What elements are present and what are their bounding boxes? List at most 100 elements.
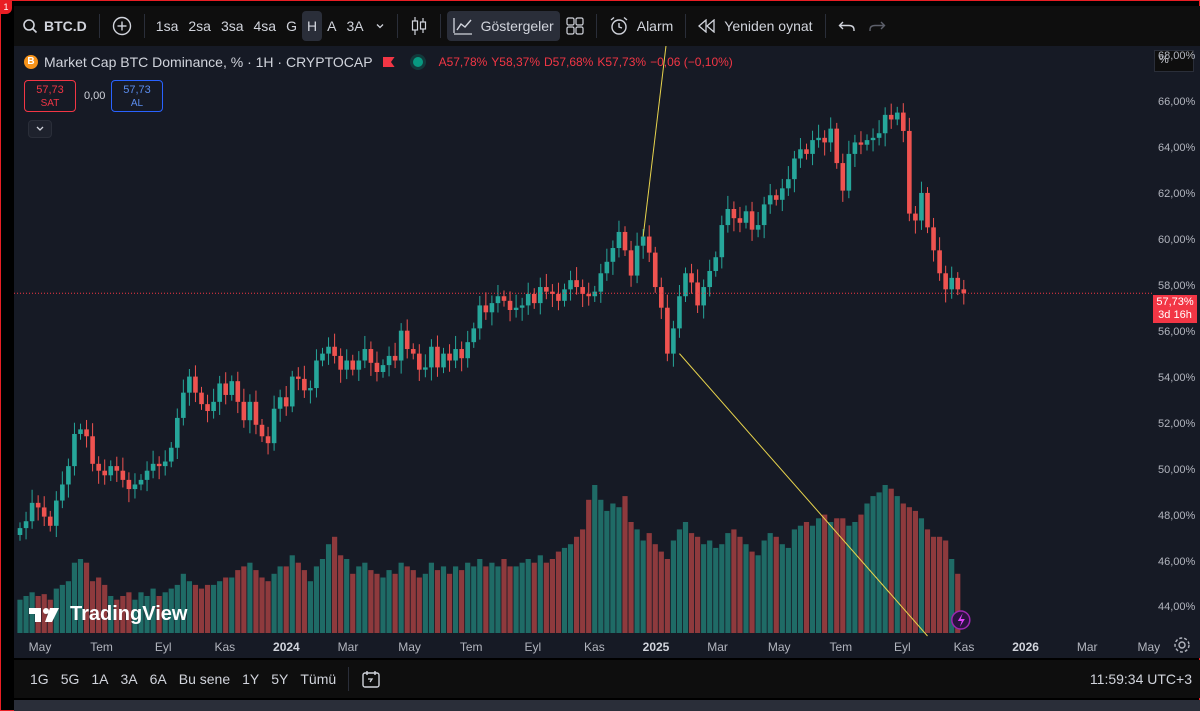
market-status-icon[interactable]: [412, 57, 423, 67]
chevron-down-icon: [36, 126, 44, 131]
price-tick-label: 60,00%: [1158, 234, 1196, 247]
candle-body: [834, 128, 840, 164]
volume-bar: [150, 588, 156, 633]
symbol-search[interactable]: BTC.D: [14, 11, 93, 41]
chart-type-button[interactable]: [404, 11, 434, 41]
replay-button[interactable]: Yeniden oynat: [692, 11, 818, 41]
range-button[interactable]: 5G: [60, 671, 80, 687]
candle-body: [701, 287, 706, 306]
range-button[interactable]: Tümü: [300, 671, 337, 687]
volume-bar: [840, 518, 846, 633]
compare-symbol-button[interactable]: [106, 11, 138, 41]
volume-bar: [471, 566, 477, 633]
volume-bar: [380, 577, 386, 633]
clock-timezone[interactable]: 11:59:34 UTC+3: [1089, 671, 1192, 687]
candle-body: [761, 204, 767, 226]
volume-bar: [416, 577, 422, 633]
candle-body: [677, 296, 682, 329]
redo-button[interactable]: [862, 11, 892, 41]
candle-body: [277, 397, 283, 409]
volume-bar: [434, 570, 441, 633]
volume-bar: [459, 570, 465, 633]
time-tick-label: Eyl: [524, 640, 542, 654]
candle-body: [695, 282, 700, 306]
tradingview-logo[interactable]: TradingView: [28, 603, 187, 626]
divider: [685, 14, 687, 38]
candle-body: [755, 225, 761, 230]
volume-bar: [374, 573, 380, 633]
volume-bar: [809, 525, 816, 633]
candle-body: [749, 211, 755, 230]
sell-button[interactable]: 57,73 SAT: [24, 80, 76, 112]
candle-body: [41, 507, 47, 517]
volume-bar: [695, 536, 701, 633]
range-button[interactable]: Bu sene: [178, 671, 231, 687]
layout-button[interactable]: [560, 11, 590, 41]
candle-body: [253, 401, 259, 425]
price-tick-label: 44,00%: [1158, 601, 1196, 614]
redo-icon: [868, 21, 886, 31]
notification-badge: 1: [0, 0, 12, 14]
interval-button[interactable]: 1sa: [155, 18, 179, 34]
last-price-label: 57,73% 3d 16h: [1153, 295, 1197, 323]
candle-body: [332, 346, 337, 356]
candle-body: [798, 149, 803, 159]
time-tick-label: Kas: [214, 640, 236, 654]
go-to-date-button[interactable]: [355, 664, 387, 694]
interval-dropdown[interactable]: [369, 11, 391, 41]
range-button[interactable]: 3A: [120, 671, 138, 687]
indicators-button[interactable]: Göstergeler: [446, 11, 560, 41]
interval-group: 1sa 2sa 3sa 4sa G H A 3A: [151, 11, 369, 41]
range-button[interactable]: 6A: [149, 671, 167, 687]
volume-bar: [126, 592, 132, 633]
undo-button[interactable]: [832, 11, 862, 41]
alert-button[interactable]: Alarm: [603, 11, 680, 41]
candle-body: [507, 300, 513, 311]
candle-body: [435, 346, 440, 368]
interval-button[interactable]: 2sa: [188, 18, 211, 34]
bottom-toolbar: 1G 5G 1A 3A 6A Bu sene 1Y 5Y Tümü 11:59:34 UTC+3: [14, 660, 1200, 698]
collapse-legend-button[interactable]: [28, 120, 52, 138]
interval-button[interactable]: 3A: [346, 18, 364, 34]
candle-body: [54, 500, 59, 526]
volume-bar: [120, 596, 126, 633]
volume-bar: [356, 566, 362, 633]
candle-body: [604, 261, 610, 274]
volume-bar: [319, 559, 326, 633]
candle-body: [495, 296, 501, 304]
flag-icon[interactable]: [382, 57, 395, 67]
candle-body: [659, 287, 664, 308]
interval-button[interactable]: 4sa: [253, 18, 277, 34]
candle-body: [870, 137, 876, 141]
last-price-value: 57,73%: [1156, 296, 1194, 308]
volume-bar: [858, 514, 864, 633]
divider: [439, 14, 441, 38]
time-tick-label: Kas: [584, 640, 605, 654]
chart-panel[interactable]: B Market Cap BTC Dominance, % · 1H · CRY…: [14, 46, 1200, 658]
range-button[interactable]: 1Y: [242, 671, 260, 687]
range-button[interactable]: 1A: [91, 671, 109, 687]
volume-bar: [549, 559, 555, 633]
range-button[interactable]: 1G: [30, 671, 49, 687]
interval-button[interactable]: G: [286, 18, 297, 34]
interval-button[interactable]: H: [301, 11, 323, 41]
candle-body: [320, 353, 325, 361]
volume-bar: [428, 562, 434, 633]
candle-body: [640, 236, 646, 246]
gear-icon[interactable]: [1173, 636, 1191, 654]
buy-button[interactable]: 57,73 AL: [111, 80, 163, 112]
range-button[interactable]: 5Y: [271, 671, 289, 687]
time-tick-label: Mar: [337, 640, 359, 654]
interval-button[interactable]: 3sa: [220, 18, 244, 34]
time-tick-label: Eyl: [154, 640, 172, 654]
price-chart[interactable]: [14, 46, 1200, 658]
price-scale-unit[interactable]: %: [1154, 50, 1194, 72]
price-tick-label: 64,00%: [1158, 142, 1196, 155]
price-tick-label: 54,00%: [1158, 371, 1196, 384]
interval-button[interactable]: A: [327, 18, 337, 34]
volume-bar: [894, 496, 900, 633]
volume-bar: [586, 499, 592, 633]
candle-body: [550, 291, 555, 294]
candle-body: [888, 114, 894, 120]
candle-body: [483, 305, 489, 313]
